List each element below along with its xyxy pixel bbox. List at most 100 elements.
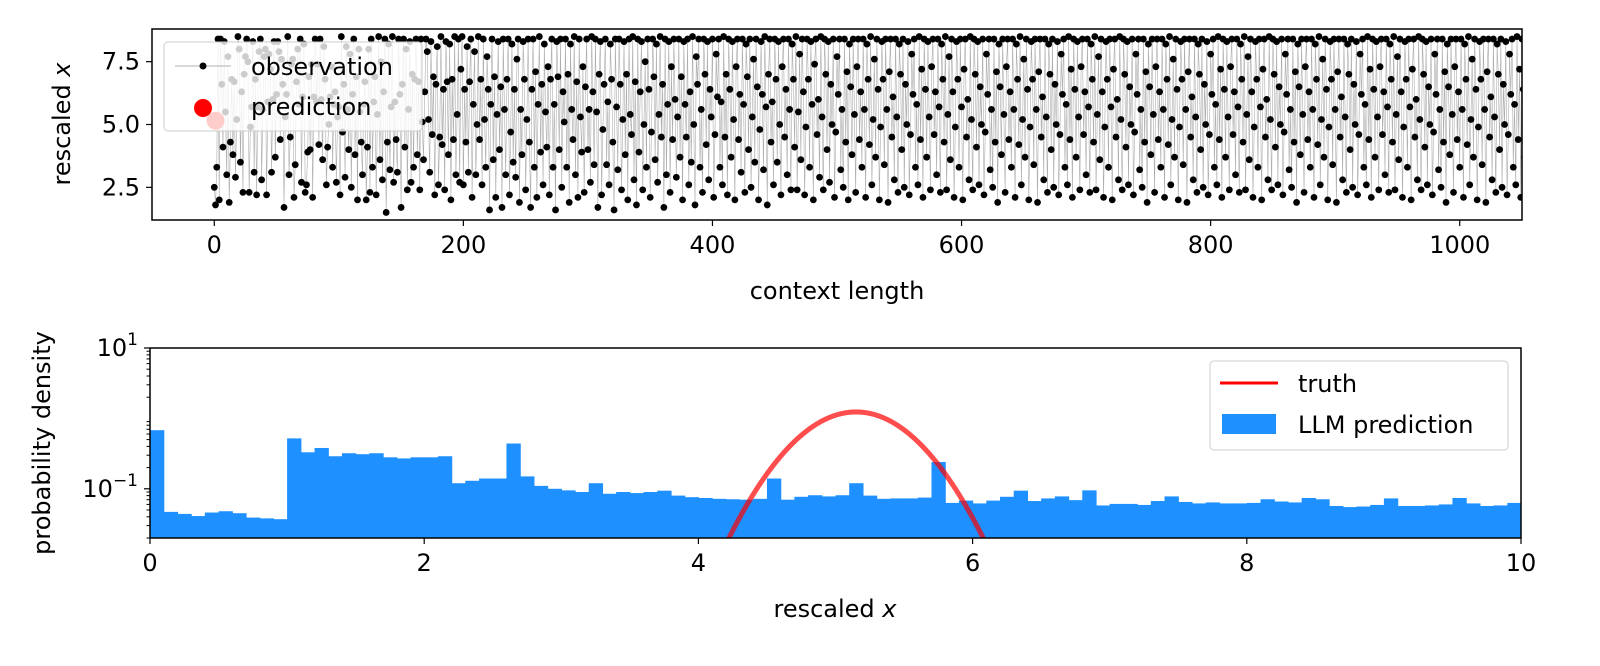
observation-point [1078,35,1086,43]
observation-point [955,163,963,171]
observation-point [574,193,582,201]
histogram-bar [1123,503,1138,538]
observation-point [1148,35,1156,43]
observation-point [879,75,887,83]
observation-point [882,35,889,43]
observation-point [727,153,735,161]
observation-point [1037,133,1045,141]
observation-point [862,193,870,201]
truth-curve [726,409,987,538]
observation-point [245,188,253,196]
histogram-bar [520,476,535,538]
observation-point [1340,35,1348,43]
observation-point [736,90,744,98]
observation-point [1442,199,1450,206]
observation-point [993,68,1000,76]
observation-point [849,35,857,43]
observation-point [1576,121,1583,128]
observation-point [943,186,950,194]
observation-point [440,85,447,93]
histogram-bar [163,511,179,538]
y-tick-label: 101 [97,330,138,362]
observation-point [1517,193,1522,201]
observation-point [1539,139,1546,146]
histogram-bar [1054,496,1070,538]
observation-point [529,35,537,43]
observation-point [1077,63,1085,71]
observation-point [1596,151,1600,158]
observation-point [501,106,508,113]
observation-point [210,183,218,191]
observation-point [1087,40,1095,48]
observation-point [999,35,1007,43]
observation-point [730,116,738,123]
observation-point [1573,181,1580,188]
x-tick-label: 200 [440,231,486,259]
observation-point [1475,123,1482,131]
observation-point [1105,163,1112,171]
observation-point [388,33,396,40]
observation-point [833,53,841,61]
observation-point [448,75,456,83]
density-axes-frame [149,347,1522,539]
observation-point [818,113,826,121]
observation-point [865,141,873,149]
observation-point [671,95,679,103]
histogram-bar [1521,498,1535,538]
observation-point [1181,35,1188,43]
observation-point [1452,35,1460,43]
observation-point [1405,35,1413,43]
legend-observation-label: observation [251,53,393,81]
histogram-bar [287,438,302,538]
observation-point [1467,116,1475,123]
observation-point [498,204,506,211]
observation-point [838,106,846,113]
observation-point [721,133,729,141]
observation-point [1308,35,1315,43]
observation-point [706,85,714,93]
observation-point [489,156,497,164]
observation-point [375,33,383,40]
observation-point [662,171,670,179]
observation-point [745,146,752,154]
observation-point [1374,113,1381,121]
observation-point [1093,111,1101,118]
observation-point [956,35,964,43]
observation-point [888,133,896,141]
observation-point [565,199,573,206]
observation-point [1154,136,1162,143]
x-tick-label: 8 [1239,549,1254,577]
observation-point [1158,35,1166,43]
observation-point [645,85,653,93]
histogram-bar [1452,498,1467,538]
density-x-axis-label: rescaled x [773,595,897,623]
observation-point [1127,121,1135,128]
observation-point [1314,141,1322,149]
histogram-bar [150,430,165,538]
observation-point [319,156,327,164]
observation-point [1468,55,1476,63]
observation-point [575,35,583,43]
observation-point [1275,83,1283,91]
observation-point [935,103,943,111]
observation-point [902,80,909,88]
histogram-bar [1219,503,1234,538]
observation-point [1025,196,1033,204]
observation-point [716,163,724,171]
observation-point [822,70,830,78]
observation-point [1437,183,1445,191]
density-y-axis-label: probability density [28,331,56,555]
observation-point [453,111,461,118]
observation-point [540,40,548,48]
observation-point [253,191,261,199]
observation-point [1310,193,1318,201]
observation-point [1423,181,1431,189]
observation-point [1224,113,1232,121]
observation-point [1463,141,1471,149]
observation-point [782,85,790,93]
observation-point [674,113,681,121]
observation-point [1184,68,1192,76]
observation-point [793,186,801,194]
observation-point [988,106,995,113]
observation-point [709,35,716,43]
